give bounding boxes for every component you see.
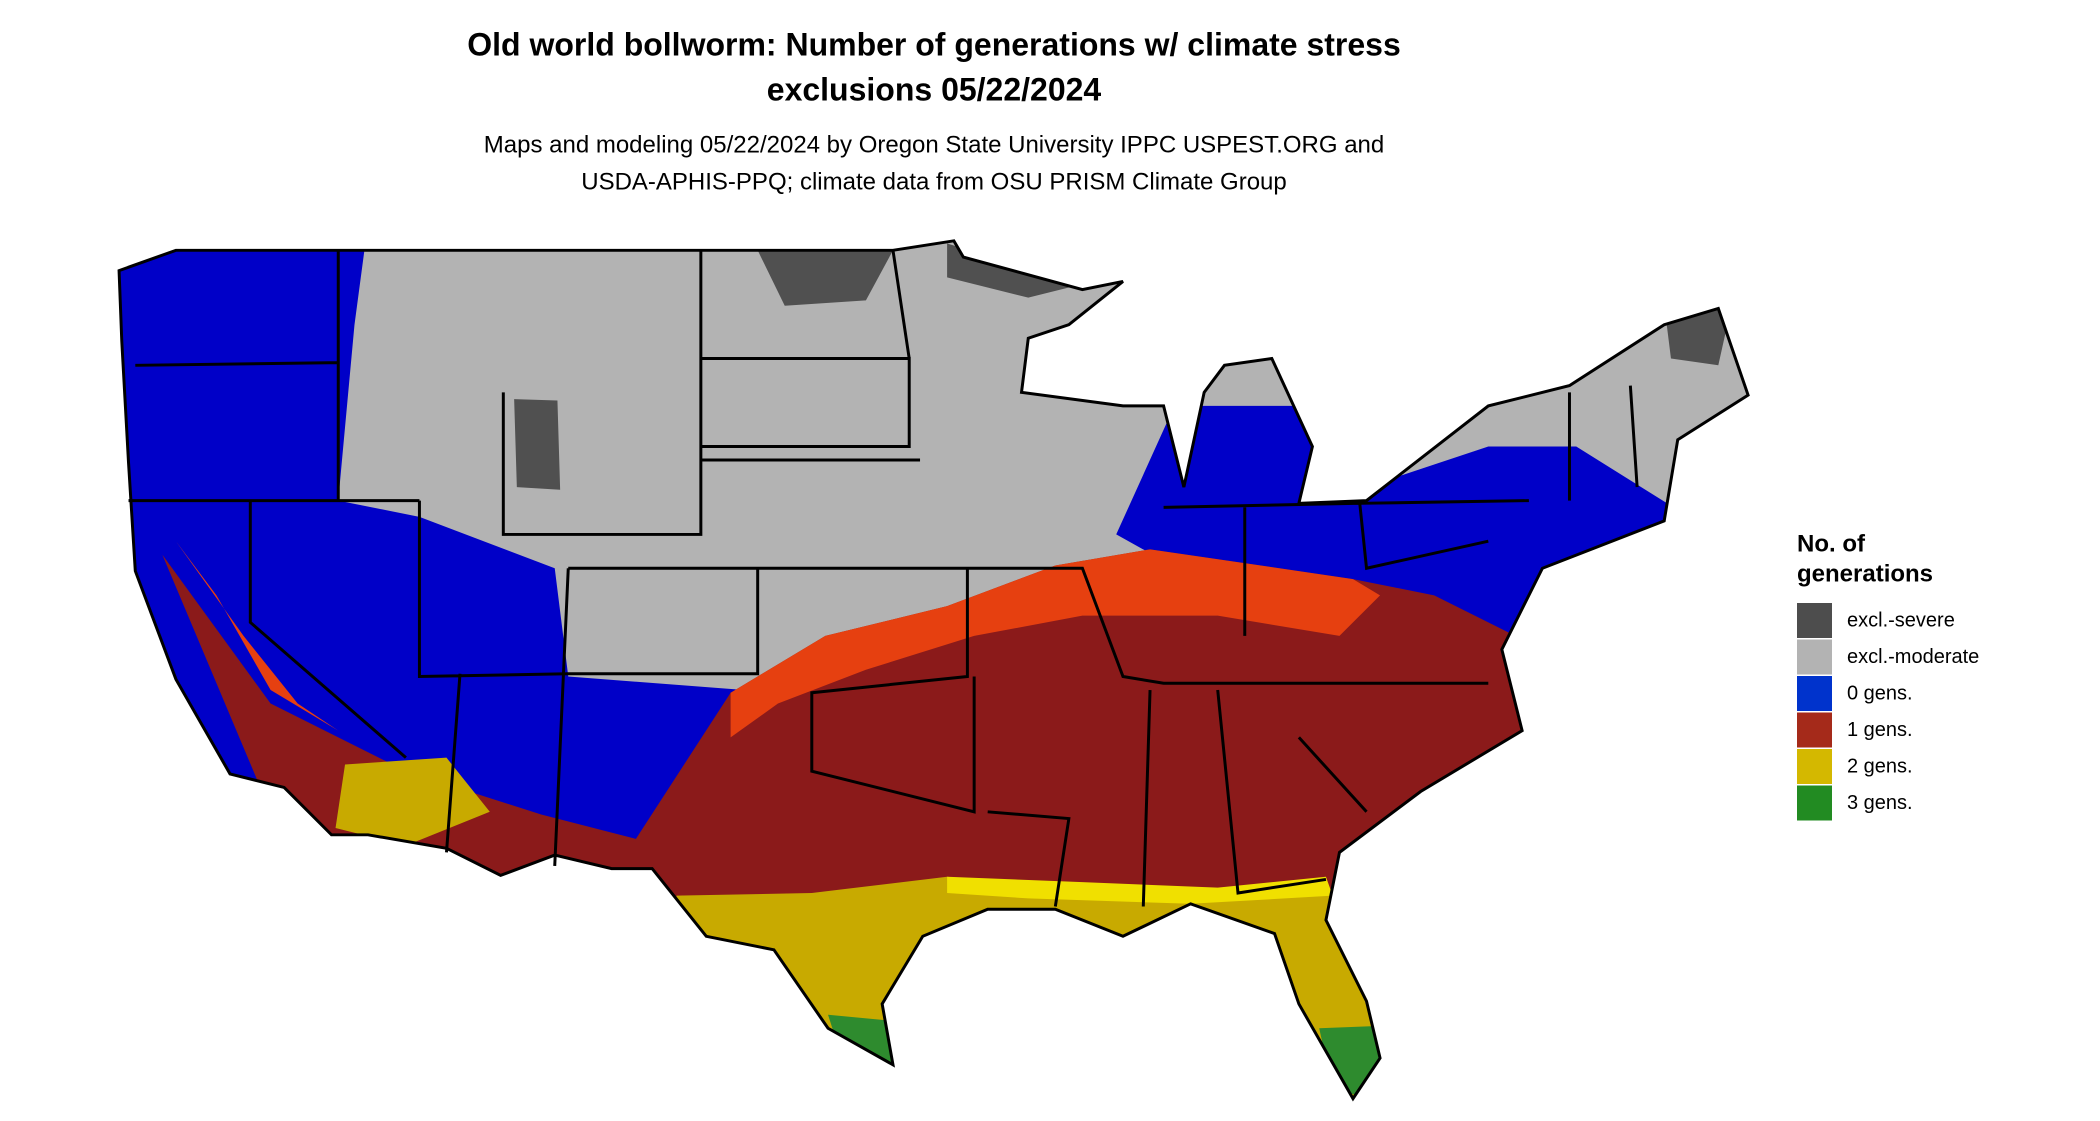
region-1-gens-edge	[175, 541, 1381, 738]
state-lines	[128, 250, 1639, 907]
legend-label: 3 gens.	[1847, 792, 1913, 814]
legend-title: No. of	[1797, 530, 1866, 557]
state-borders	[117, 239, 1750, 1101]
legend-title: generations	[1797, 560, 1933, 587]
title: Old world bollworm: Number of generation…	[467, 26, 1401, 62]
region-1-gens	[162, 549, 1529, 954]
region-0-gens-west	[119, 243, 745, 846]
region-2-gens-edge	[947, 876, 1333, 904]
legend-label: 2 gens.	[1847, 755, 1913, 777]
subtitle: USDA-APHIS-PPQ; climate data from OSU PR…	[581, 168, 1287, 195]
legend-label: excl.-moderate	[1847, 646, 1979, 668]
title: exclusions 05/22/2024	[767, 71, 1102, 107]
region-0-gens-east	[1116, 405, 1685, 758]
legend-label: excl.-severe	[1847, 609, 1955, 631]
region-3-gens	[828, 1014, 1387, 1099]
region-2-gens	[335, 757, 1401, 1099]
legend-swatch	[1797, 603, 1832, 638]
legend-swatch	[1797, 785, 1832, 821]
legend-label: 0 gens.	[1847, 682, 1913, 704]
legend-label: 1 gens.	[1847, 719, 1913, 741]
legend-swatch	[1797, 639, 1832, 675]
subtitle: Maps and modeling 05/22/2024 by Oregon S…	[484, 131, 1384, 158]
legend-swatch	[1797, 712, 1832, 748]
legend-swatch	[1797, 749, 1832, 784]
legend: excl.-severe excl.-moderate 0 gens. 1 gens.…	[1797, 603, 1979, 821]
map	[117, 239, 1750, 1101]
legend-swatch	[1797, 676, 1832, 711]
